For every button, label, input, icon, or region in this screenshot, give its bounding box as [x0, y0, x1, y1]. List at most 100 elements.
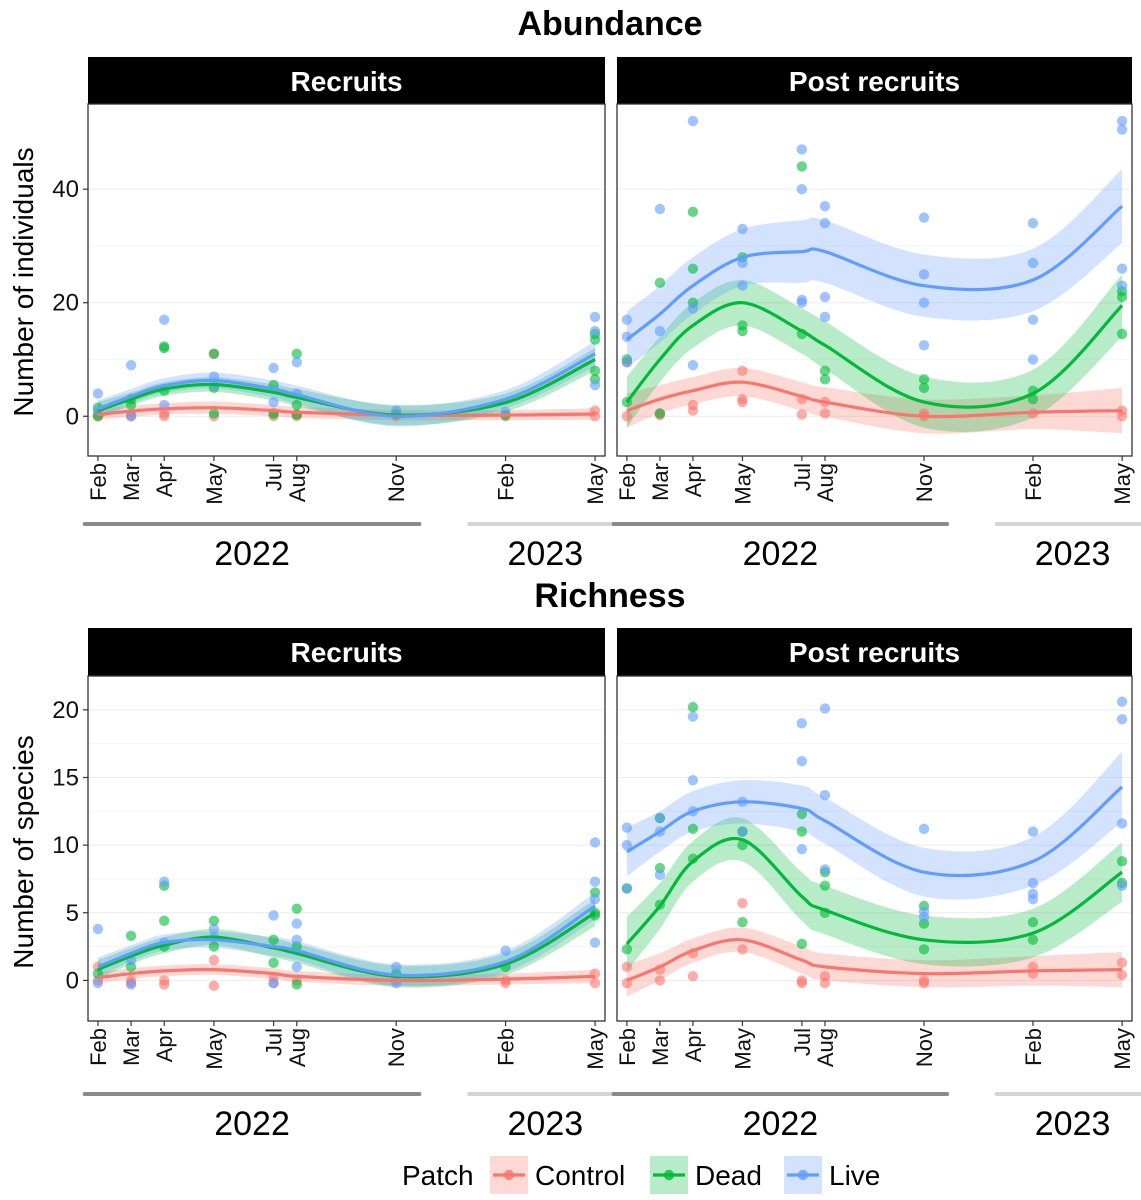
x-tick-label: Mar: [648, 463, 673, 501]
point-live: [687, 359, 699, 371]
point-live: [819, 311, 831, 323]
point-live: [654, 812, 666, 824]
point-live: [92, 923, 104, 935]
point-live: [391, 405, 402, 416]
panel-border: [616, 675, 1133, 1022]
point-control: [737, 898, 748, 909]
x-tick-label: May: [730, 463, 755, 505]
x-tick-label: May: [1110, 463, 1135, 505]
x-tick-label: Aug: [813, 463, 838, 502]
x-tick-label: Feb: [615, 1028, 640, 1066]
x-tick-label: Nov: [912, 1028, 937, 1067]
point-live: [589, 325, 601, 337]
fit-line-control: [626, 938, 1123, 982]
fit-line-live: [97, 904, 596, 978]
point-dead: [819, 365, 831, 377]
fit-line-live: [625, 204, 1124, 341]
point-live: [621, 822, 633, 833]
year-label: 2023: [508, 535, 584, 573]
confidence-band-live: [626, 169, 1123, 368]
legend: Patch Control Dead Live: [402, 1156, 880, 1194]
confidence-band-dead: [97, 899, 596, 988]
point-dead: [796, 161, 808, 172]
x-tick-label: May: [730, 1028, 755, 1070]
point-live: [687, 774, 699, 786]
point-live: [268, 977, 279, 989]
point-live: [737, 223, 748, 235]
legend-point-live: [797, 1169, 809, 1181]
year-label: 2023: [508, 1105, 584, 1143]
point-live: [687, 303, 699, 314]
point-live: [589, 876, 601, 887]
point-live: [621, 839, 633, 851]
facet-strip: [88, 57, 605, 104]
x-tick-label: Aug: [285, 463, 310, 502]
x-tick-label: May: [202, 463, 227, 505]
facet-label: Post recruits: [789, 66, 960, 97]
point-dead: [159, 341, 170, 352]
x-tick-label: Jul: [790, 1028, 815, 1056]
point-live: [621, 357, 633, 368]
fit-line-dead: [97, 911, 596, 979]
point-live: [391, 961, 402, 973]
point-dead: [291, 348, 302, 360]
point-live: [1027, 894, 1039, 905]
y-tick-label: 20: [52, 697, 79, 724]
point-live: [1116, 115, 1128, 127]
point-live: [737, 280, 748, 291]
x-tick-label: Jul: [262, 463, 287, 491]
year-label: 2022: [743, 1105, 819, 1143]
point-live: [1116, 880, 1128, 891]
x-tick-label: Jul: [790, 463, 815, 491]
year-label: 2023: [1035, 1105, 1111, 1143]
point-dead: [268, 957, 279, 969]
panel-border: [616, 103, 1133, 457]
point-live: [819, 291, 831, 303]
x-tick-label: Apr: [152, 1028, 177, 1062]
point-control: [621, 411, 633, 422]
point-control: [687, 971, 699, 982]
x-tick-label: Apr: [681, 1028, 706, 1062]
x-tick-label: Feb: [1021, 1028, 1046, 1066]
point-dead: [796, 808, 808, 820]
section-title-richness: Richness: [534, 577, 685, 615]
point-live: [918, 823, 930, 835]
x-tick-label: Feb: [86, 1028, 111, 1066]
point-control: [687, 405, 699, 416]
point-dead: [687, 263, 699, 274]
point-dead: [737, 325, 748, 337]
year-label: 2022: [214, 1105, 290, 1143]
point-dead: [291, 399, 302, 411]
legend-label-control: Control: [535, 1160, 625, 1191]
fit-line-dead: [97, 358, 596, 417]
point-live: [589, 379, 601, 391]
point-live: [918, 269, 930, 280]
x-tick-label: Apr: [681, 463, 706, 497]
point-dead: [918, 374, 930, 385]
point-dead: [918, 382, 930, 394]
point-control: [208, 980, 220, 992]
fit-line-dead: [625, 301, 1124, 409]
x-tick-label: Feb: [615, 463, 640, 501]
point-live: [291, 934, 302, 946]
legend-point-control: [503, 1169, 515, 1181]
fit-line-control: [97, 967, 596, 983]
point-dead: [918, 944, 930, 955]
point-live: [819, 864, 831, 875]
point-live: [92, 388, 104, 399]
facet-strip: [88, 628, 605, 676]
point-live: [1027, 218, 1039, 229]
point-live: [621, 314, 633, 325]
point-live: [1027, 826, 1039, 837]
point-live: [291, 961, 302, 973]
point-live: [268, 910, 279, 921]
point-live: [159, 876, 170, 887]
x-tick-label: Mar: [119, 463, 144, 501]
x-tick-label: Feb: [494, 463, 519, 501]
y-axis-title-richness: Number of species: [8, 735, 39, 968]
point-control: [737, 944, 748, 955]
point-dead: [796, 938, 808, 950]
abundance-section: Abundance Number of individuals Recruits…: [8, 5, 1141, 573]
confidence-band-live: [97, 892, 596, 987]
